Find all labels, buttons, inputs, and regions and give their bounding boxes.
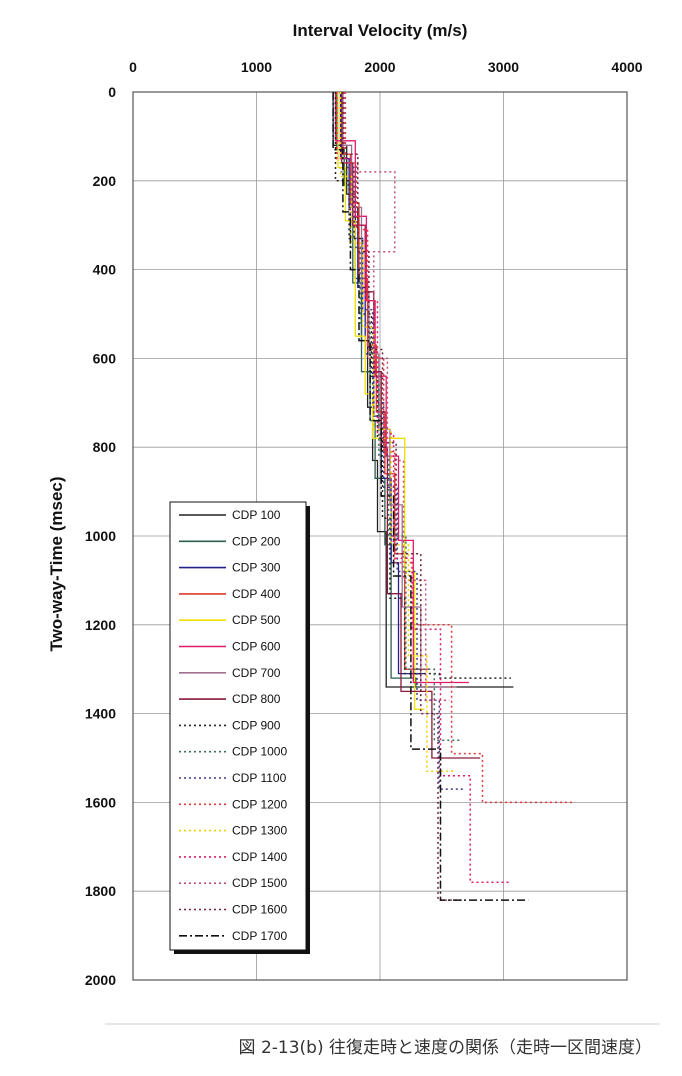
- series-line: [342, 92, 464, 790]
- legend-label: CDP 1200: [232, 797, 287, 811]
- series-line: [344, 92, 576, 804]
- legend-label: CDP 100: [232, 508, 281, 522]
- legend-label: CDP 1100: [232, 771, 287, 785]
- x-tick-label: 3000: [488, 59, 519, 75]
- x-tick-label: 1000: [241, 59, 272, 75]
- series-line: [337, 92, 425, 710]
- legend-label: CDP 300: [232, 561, 281, 575]
- y-tick-label: 1600: [85, 794, 116, 810]
- chart-title: Interval Velocity (m/s): [293, 21, 468, 40]
- x-tick-label: 4000: [611, 59, 642, 75]
- legend-label: CDP 500: [232, 613, 281, 627]
- y-tick-label: 1400: [85, 706, 116, 722]
- series-line: [336, 92, 437, 688]
- legend-label: CDP 1400: [232, 850, 287, 864]
- legend-label: CDP 1300: [232, 824, 287, 838]
- legend-label: CDP 1600: [232, 903, 287, 917]
- y-tick-label: 2000: [85, 972, 116, 988]
- y-tick-label: 600: [93, 350, 117, 366]
- figure-caption: 図 2-13(b) 往復走時と速度の関係（走時一区間速度）: [239, 1038, 652, 1058]
- legend-label: CDP 1700: [232, 929, 287, 943]
- plot-frame: [132, 91, 628, 981]
- y-tick-label: 1000: [85, 528, 116, 544]
- legend: CDP 100 CDP 200 CDP 300 CDP 400 CDP 500 CDP 6…: [169, 501, 310, 954]
- legend-label: CDP 200: [232, 534, 281, 548]
- legend-label: CDP 1500: [232, 876, 287, 890]
- series-line: [332, 92, 529, 901]
- legend-label: CDP 700: [232, 666, 281, 680]
- y-tick-label: 800: [93, 439, 117, 455]
- y-tick-label: 1200: [85, 617, 116, 633]
- legend-label: CDP 600: [232, 640, 281, 654]
- series-line: [339, 92, 455, 773]
- series-line: [332, 92, 514, 688]
- series-lines: [332, 92, 576, 901]
- legend-label: CDP 400: [232, 587, 281, 601]
- y-tick-label: 0: [108, 84, 116, 100]
- series-line: [342, 92, 464, 901]
- y-axis-label: Two-way-Time (msec): [47, 476, 66, 651]
- y-tick-label: 1800: [85, 883, 116, 899]
- series-line: [343, 92, 450, 702]
- y-tick-label: 400: [93, 262, 117, 278]
- legend-label: CDP 900: [232, 718, 281, 732]
- legend-label: CDP 800: [232, 692, 281, 706]
- y-tick-label: 200: [93, 173, 117, 189]
- tick-labels: 0 1000 2000 3000 4000 0 200 400 600 800 1000 1200 14…: [85, 59, 643, 988]
- legend-label: CDP 1000: [232, 745, 287, 759]
- series-line: [334, 92, 511, 679]
- x-tick-label: 0: [129, 59, 137, 75]
- series-line: [336, 92, 511, 884]
- x-tick-label: 2000: [364, 59, 395, 75]
- legend-box: [169, 501, 307, 951]
